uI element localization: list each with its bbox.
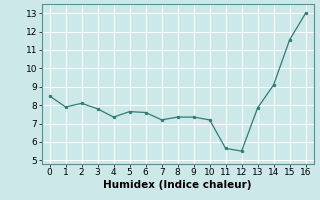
X-axis label: Humidex (Indice chaleur): Humidex (Indice chaleur) xyxy=(103,180,252,190)
